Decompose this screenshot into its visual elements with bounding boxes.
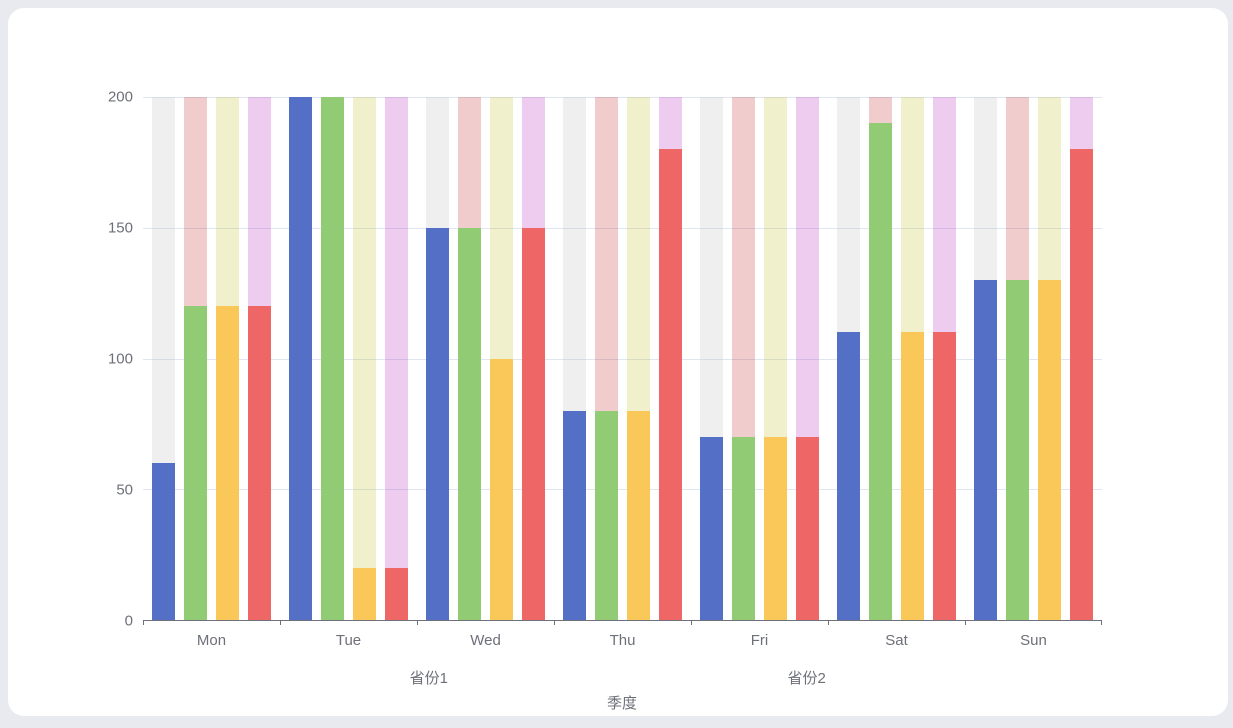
series-yellow-bar-Mon[interactable] <box>216 306 239 620</box>
series-red-bar-Fri[interactable] <box>796 436 819 620</box>
bar-slot <box>353 97 376 620</box>
bar-slot <box>732 97 755 620</box>
bar-slot <box>1006 97 1029 620</box>
bar-slot <box>426 97 449 620</box>
bar-slot <box>458 97 481 620</box>
category-group-label-2: 省份2 <box>787 670 826 687</box>
series-red-bar-Mon[interactable] <box>248 306 271 620</box>
bar-slot <box>700 97 723 620</box>
bar-group-Mon <box>143 97 280 620</box>
series-yellow-bar-Thu[interactable] <box>627 410 650 620</box>
series-yellow-bar-Sun[interactable] <box>1038 280 1061 620</box>
series-yellow-background-bar <box>353 97 376 620</box>
x-axis-label-Sat: Sat <box>885 632 908 649</box>
bar-slot <box>522 97 545 620</box>
x-axis-label-Thu: Thu <box>609 632 636 649</box>
bar-group-Wed <box>417 97 554 620</box>
x-axis-label-Fri: Fri <box>750 632 769 649</box>
y-axis-label-100: 100 <box>107 350 133 368</box>
bar-slot <box>659 97 682 620</box>
x-axis-name: 季度 <box>606 695 638 712</box>
series-red-bar-Tue[interactable] <box>385 567 408 620</box>
x-axis-tick <box>1101 620 1102 625</box>
gridline-100 <box>143 358 1102 360</box>
x-axis-label-Mon: Mon <box>196 632 227 649</box>
y-axis-label-200: 200 <box>107 88 133 106</box>
x-axis-tick <box>965 620 966 625</box>
gridline-50 <box>143 489 1102 491</box>
bar-slot <box>490 97 513 620</box>
series-green-bar-Sun[interactable] <box>1006 280 1029 620</box>
series-green-bar-Sat[interactable] <box>869 123 892 620</box>
bar-slot <box>869 97 892 620</box>
bar-slot <box>216 97 239 620</box>
bar-slot <box>152 97 175 620</box>
category-group-label-1: 省份1 <box>409 670 448 687</box>
series-blue-bar-Wed[interactable] <box>426 227 449 620</box>
series-yellow-bar-Sat[interactable] <box>901 332 924 620</box>
plot-area <box>143 97 1102 625</box>
bar-chart: 季度 0 50 100 150 200 Mon Tue Wed Thu Fri Sat Sun 省份1 省… <box>8 8 1228 716</box>
gridline-150 <box>143 227 1102 229</box>
series-red-background-bar <box>385 97 408 620</box>
gridline-200 <box>143 97 1102 98</box>
bar-slot <box>563 97 586 620</box>
series-green-bar-Fri[interactable] <box>732 436 755 620</box>
series-blue-bar-Thu[interactable] <box>563 410 586 620</box>
bar-slot <box>184 97 207 620</box>
bar-slot <box>837 97 860 620</box>
series-yellow-bar-Wed[interactable] <box>490 358 513 620</box>
series-blue-bar-Sat[interactable] <box>837 332 860 620</box>
bar-slot <box>385 97 408 620</box>
bar-slot <box>974 97 997 620</box>
series-red-bar-Sat[interactable] <box>933 332 956 620</box>
bar-slot <box>901 97 924 620</box>
y-axis-label-0: 0 <box>124 612 133 630</box>
x-axis-tick <box>417 620 418 625</box>
series-yellow-bar-Fri[interactable] <box>764 436 787 620</box>
bar-slot <box>595 97 618 620</box>
bar-slot <box>289 97 312 620</box>
series-yellow-bar-Tue[interactable] <box>353 567 376 620</box>
bar-slot <box>1070 97 1093 620</box>
x-axis-tick <box>554 620 555 625</box>
y-axis-label-50: 50 <box>116 481 133 499</box>
series-red-bar-Thu[interactable] <box>659 149 682 620</box>
bar-slot <box>248 97 271 620</box>
bar-group-Sun <box>965 97 1102 620</box>
bar-slot <box>933 97 956 620</box>
bar-slot <box>627 97 650 620</box>
series-red-bar-Sun[interactable] <box>1070 149 1093 620</box>
series-blue-bar-Sun[interactable] <box>974 280 997 620</box>
series-blue-bar-Fri[interactable] <box>700 436 723 620</box>
series-blue-bar-Mon[interactable] <box>152 463 175 620</box>
bar-group-Thu <box>554 97 691 620</box>
x-axis-tick <box>828 620 829 625</box>
x-axis-tick <box>691 620 692 625</box>
series-green-bar-Wed[interactable] <box>458 227 481 620</box>
series-red-bar-Wed[interactable] <box>522 227 545 620</box>
x-axis-label-Sun: Sun <box>1020 632 1047 649</box>
x-axis-tick <box>280 620 281 625</box>
bar-slot <box>764 97 787 620</box>
series-blue-bar-Tue[interactable] <box>289 97 312 620</box>
bar-slot <box>1038 97 1061 620</box>
bar-group-Tue <box>280 97 417 620</box>
bar-group-Sat <box>828 97 965 620</box>
series-green-bar-Mon[interactable] <box>184 306 207 620</box>
series-green-bar-Tue[interactable] <box>321 97 344 620</box>
bar-slot <box>321 97 344 620</box>
bar-group-Fri <box>691 97 828 620</box>
x-axis-tick <box>143 620 144 625</box>
bar-slot <box>796 97 819 620</box>
series-green-bar-Thu[interactable] <box>595 410 618 620</box>
x-axis-label-Wed: Wed <box>470 632 501 649</box>
chart-card: 季度 0 50 100 150 200 Mon Tue Wed Thu Fri Sat Sun 省份1 省… <box>8 8 1228 716</box>
y-axis-label-150: 150 <box>107 219 133 237</box>
x-axis-label-Tue: Tue <box>335 632 362 649</box>
